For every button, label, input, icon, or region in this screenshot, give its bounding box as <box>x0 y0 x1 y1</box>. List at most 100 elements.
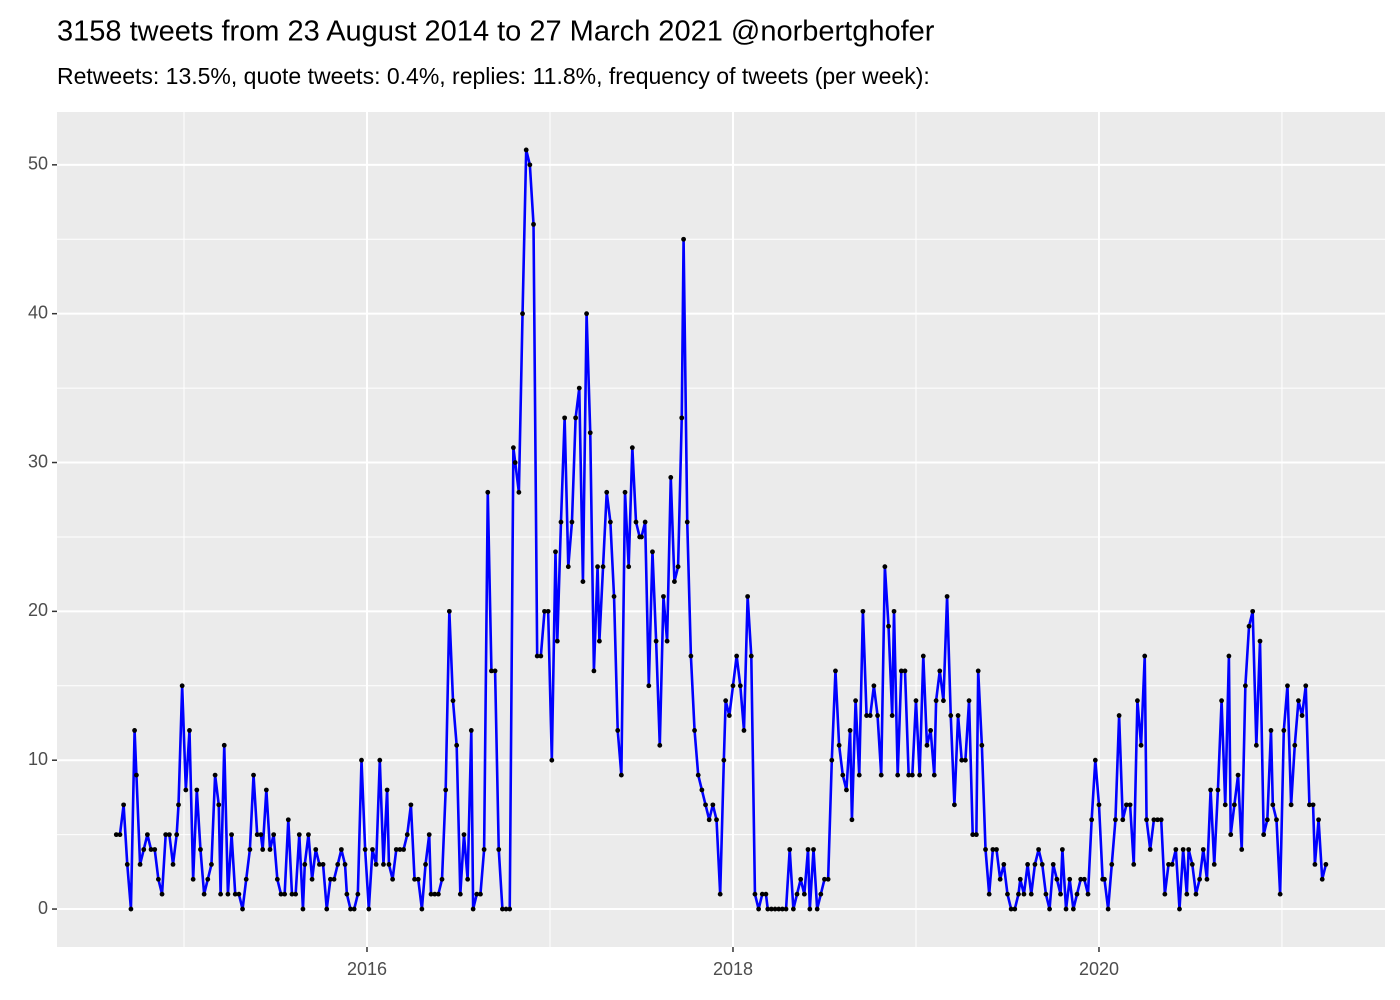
data-point <box>229 832 234 838</box>
data-point <box>875 713 880 718</box>
data-point <box>867 713 873 718</box>
data-point <box>384 787 390 793</box>
data-point <box>545 608 551 614</box>
data-point <box>296 832 302 838</box>
chart-subtitle: Retweets: 13.5%, quote tweets: 0.4%, rep… <box>57 63 930 89</box>
data-point <box>1070 906 1076 912</box>
data-point <box>507 906 513 912</box>
data-point <box>470 906 476 912</box>
data-point <box>553 549 558 555</box>
data-point <box>902 668 908 674</box>
data-point <box>814 906 820 912</box>
data-point <box>1124 802 1129 808</box>
data-point <box>1147 847 1153 852</box>
data-point <box>401 847 406 852</box>
data-line <box>116 148 1328 911</box>
data-point <box>1028 891 1034 897</box>
data-point <box>706 817 712 823</box>
data-point <box>267 847 273 852</box>
data-point <box>734 653 740 659</box>
data-point <box>1231 802 1237 808</box>
data-point <box>1250 608 1256 614</box>
data-point <box>730 683 736 689</box>
data-point <box>121 802 127 808</box>
data-point <box>344 891 350 897</box>
data-point <box>454 742 460 748</box>
data-point <box>661 594 666 599</box>
data-point <box>913 698 919 704</box>
data-point <box>236 891 242 897</box>
data-point <box>829 757 835 763</box>
data-point <box>1116 713 1122 718</box>
data-point <box>306 832 311 838</box>
data-point <box>362 847 368 852</box>
data-point <box>562 415 568 421</box>
data-point <box>1158 817 1164 823</box>
data-point <box>717 891 723 897</box>
data-point <box>604 489 610 495</box>
data-point <box>300 906 306 912</box>
y-tick-label: 40 <box>28 302 48 322</box>
data-point <box>117 832 123 838</box>
data-point <box>1208 787 1214 793</box>
data-point <box>765 906 771 912</box>
x-tick-label: 2020 <box>1079 959 1119 979</box>
data-point <box>721 757 727 763</box>
data-point <box>783 906 789 912</box>
data-point <box>975 668 981 674</box>
data-point <box>840 772 846 778</box>
data-point <box>1180 847 1186 852</box>
data-point <box>1144 817 1149 823</box>
data-point <box>1059 847 1065 852</box>
data-point <box>1215 787 1221 793</box>
data-point <box>886 623 891 629</box>
data-point <box>639 534 644 540</box>
data-point <box>218 891 223 897</box>
data-point <box>1142 653 1148 659</box>
data-point <box>190 876 196 882</box>
data-point <box>1169 861 1175 867</box>
data-point <box>646 683 652 689</box>
data-point <box>419 906 425 912</box>
data-point <box>1025 861 1031 867</box>
data-point <box>1102 876 1107 882</box>
data-point <box>891 608 897 614</box>
data-point <box>247 847 253 852</box>
data-point <box>825 876 831 882</box>
data-point <box>805 847 811 852</box>
data-point <box>650 549 655 555</box>
data-point <box>503 906 509 912</box>
data-point <box>1226 653 1232 659</box>
data-point <box>941 698 946 704</box>
data-point <box>489 668 494 674</box>
data-point <box>1316 817 1321 823</box>
data-point <box>1277 891 1283 897</box>
data-point <box>672 579 677 584</box>
data-point <box>1063 906 1069 912</box>
data-point <box>531 221 536 227</box>
data-point <box>534 653 540 659</box>
data-point <box>1043 891 1049 897</box>
data-point <box>359 757 364 763</box>
data-point <box>152 847 158 852</box>
data-point <box>931 772 937 778</box>
data-point <box>801 891 807 897</box>
data-point <box>584 311 589 317</box>
data-point <box>289 891 295 897</box>
data-point <box>1312 861 1318 867</box>
data-point <box>1200 847 1206 852</box>
data-point <box>756 906 762 912</box>
x-tick-label: 2016 <box>347 959 387 979</box>
data-point <box>1303 683 1309 689</box>
data-point <box>1299 713 1305 718</box>
data-point <box>132 728 137 733</box>
data-point <box>205 876 211 882</box>
data-point <box>163 832 169 838</box>
data-point <box>679 415 685 421</box>
data-point <box>688 653 694 659</box>
data-point <box>618 772 624 778</box>
chart-title: 3158 tweets from 23 August 2014 to 27 Ma… <box>57 16 935 48</box>
data-point <box>260 847 266 852</box>
data-point <box>324 906 330 912</box>
